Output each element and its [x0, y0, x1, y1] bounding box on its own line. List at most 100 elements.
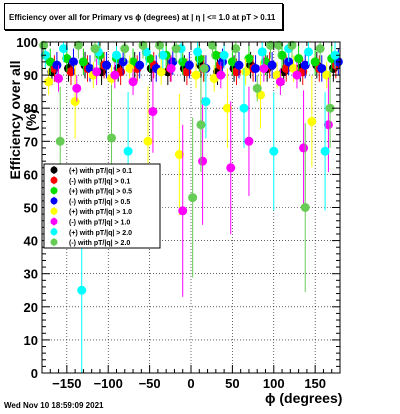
data-point [310, 57, 320, 67]
data-point [188, 193, 198, 203]
legend-label: (+) with pT/|q| > 0.5 [69, 189, 132, 196]
data-point [72, 83, 82, 93]
legend-label: (+) with pT/|q| > 2.0 [69, 230, 132, 237]
x-tick-label: 150 [304, 376, 326, 391]
legend-label: (-) with pT/|q| > 0.1 [69, 178, 130, 185]
data-point [193, 47, 203, 57]
data-point [120, 44, 130, 54]
x-tick-label: −150 [52, 376, 81, 391]
data-point [265, 40, 275, 50]
data-point [44, 77, 54, 87]
legend-label: (-) with pT/|q| > 2.0 [69, 240, 130, 247]
legend-marker [50, 218, 58, 225]
data-point [66, 67, 76, 77]
legend-marker [50, 187, 58, 195]
data-point [252, 83, 262, 93]
x-axis-label: ϕ (degrees) [265, 390, 343, 406]
data-point [178, 206, 188, 216]
data-point [300, 60, 310, 70]
data-point [294, 54, 304, 64]
data-point [208, 40, 218, 50]
series-5 [54, 55, 333, 297]
data-point [292, 70, 302, 80]
data-point [222, 103, 232, 113]
y-tick-label: 0 [31, 366, 38, 381]
data-point [274, 40, 284, 50]
data-point [156, 67, 166, 77]
data-point [39, 40, 49, 50]
data-point [143, 136, 153, 146]
data-point [219, 50, 229, 60]
data-point [300, 203, 310, 212]
data-point [226, 163, 236, 173]
data-point [257, 47, 267, 57]
data-point [287, 40, 297, 50]
data-point [90, 44, 100, 54]
data-point [317, 63, 327, 73]
x-tick-label: 50 [225, 376, 239, 391]
legend-marker [50, 238, 58, 246]
data-point [110, 70, 120, 80]
data-point [315, 44, 325, 54]
legend-label: (+) with pT/|q| > 0.1 [69, 168, 132, 175]
y-axis-label: Efficiency over all (%) [7, 60, 39, 180]
data-point [323, 120, 333, 130]
data-point [128, 77, 138, 87]
y-tick-label: 30 [24, 267, 38, 282]
data-point [125, 63, 135, 73]
y-tick-label: 20 [24, 300, 38, 315]
data-point [92, 67, 102, 77]
data-point [330, 50, 340, 60]
data-point [275, 77, 285, 87]
data-point [241, 67, 251, 77]
chart-title: Efficiency over all for Primary vs ϕ (de… [4, 3, 283, 30]
data-point [123, 146, 133, 156]
x-tick-label: −100 [94, 376, 123, 391]
legend-label: (-) with pT/|q| > 1.0 [69, 220, 130, 227]
data-point [269, 146, 279, 156]
data-point [251, 63, 261, 73]
data-point [166, 63, 176, 73]
data-point [73, 40, 83, 50]
data-point [201, 97, 211, 107]
series-4 [44, 55, 332, 216]
data-point [244, 54, 254, 64]
data-point [191, 70, 201, 80]
legend-marker [50, 166, 58, 174]
data-point [158, 50, 168, 60]
data-point [174, 150, 184, 160]
data-point [234, 60, 244, 70]
legend-marker [50, 207, 58, 215]
timestamp-footer: Wed Nov 10 18:59:09 2021 [4, 401, 104, 410]
y-tick-label: 60 [24, 167, 38, 182]
data-point [196, 120, 206, 130]
data-point [148, 107, 158, 117]
data-point [68, 57, 78, 67]
legend: (+) with pT/|q| > 0.1 (-) with pT/|q| > 0… [43, 163, 161, 249]
data-point [107, 133, 117, 143]
data-point [70, 97, 80, 107]
data-point [211, 50, 221, 60]
data-point [259, 63, 269, 73]
data-point [277, 50, 287, 60]
data-point [54, 73, 64, 83]
legend-box [43, 163, 161, 249]
data-point [52, 60, 62, 70]
legend-label: (-) with pT/|q| > 0.5 [69, 199, 130, 206]
legend-marker [50, 228, 58, 236]
data-point [138, 40, 148, 50]
data-point [267, 60, 277, 70]
data-point [199, 63, 209, 73]
data-point [325, 103, 335, 113]
data-point [171, 44, 181, 54]
data-point [320, 146, 330, 156]
data-point [304, 47, 314, 57]
x-tick-label: 100 [263, 376, 285, 391]
data-point [118, 57, 128, 67]
data-point [216, 70, 226, 80]
data-point [77, 285, 87, 295]
x-tick-label: 0 [187, 376, 194, 391]
data-point [244, 136, 254, 146]
legend-marker [50, 197, 58, 205]
